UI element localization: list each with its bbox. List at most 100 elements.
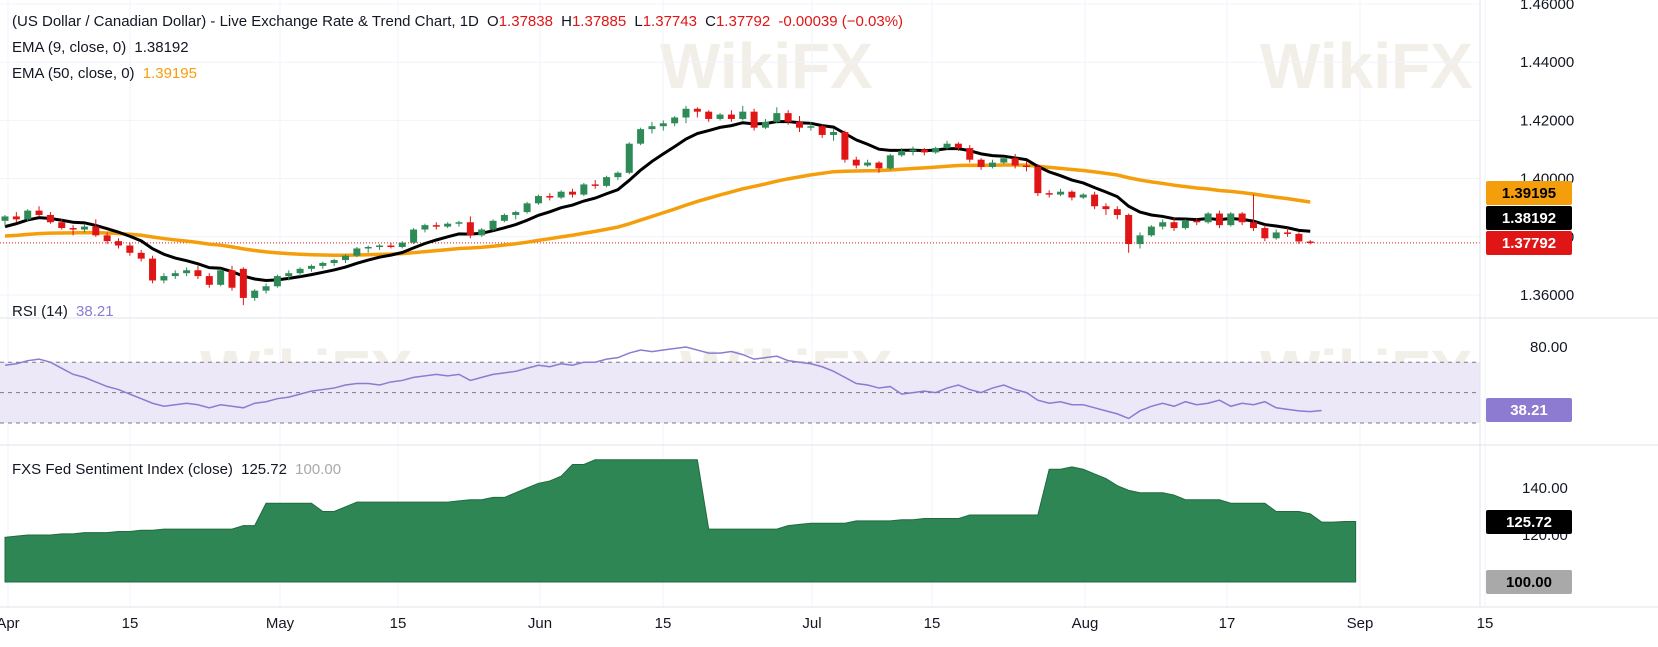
candle-body	[387, 245, 395, 248]
candle-body	[637, 129, 645, 144]
candle-body	[1250, 222, 1257, 229]
candle-body	[909, 149, 917, 151]
candle-body	[12, 216, 20, 220]
candle-body	[1057, 191, 1065, 195]
candle-body	[954, 143, 962, 149]
watermark-text: WikiFX	[1260, 30, 1473, 102]
ema9-label: EMA (9, close, 0)	[12, 39, 127, 56]
candle-body	[103, 235, 111, 242]
candle-body	[546, 196, 554, 198]
grid-lines	[0, 0, 1486, 607]
fxs-value-tag-bg	[1486, 510, 1572, 534]
candle-body	[1272, 232, 1280, 239]
candle-body	[1238, 213, 1246, 223]
candle-body	[46, 214, 54, 223]
ema9-price-tag: 1.38192	[1502, 210, 1556, 227]
candle-body	[194, 270, 202, 277]
candle-body	[580, 184, 588, 195]
candle-body	[534, 196, 542, 204]
candle-body	[943, 143, 951, 149]
ema9-line	[4, 120, 1311, 282]
candle-body	[205, 276, 213, 285]
price-legend: (US Dollar / Canadian Dollar) - Live Exc…	[12, 13, 907, 31]
candle-body	[569, 191, 576, 195]
candle-body	[1023, 165, 1030, 168]
price-axis-label: 1.44000	[1520, 54, 1574, 71]
candle-body	[682, 108, 690, 118]
candle-body	[262, 286, 270, 291]
candle-body	[988, 162, 996, 167]
candle-body	[171, 273, 179, 277]
candle-body	[659, 123, 667, 127]
candle-body	[1284, 232, 1292, 234]
fxs-value: 125.72	[241, 461, 287, 478]
candle-body	[285, 273, 293, 277]
candle-body	[807, 126, 815, 128]
candle-body	[307, 265, 315, 269]
candle-body	[217, 270, 225, 285]
wikifx-watermark: WikiFXWikiFXWikiFXWikiFXWikiFX	[200, 30, 1473, 409]
candle-body	[705, 111, 713, 119]
x-axis-label: May	[266, 615, 295, 632]
price-panel	[0, 105, 1480, 306]
candle-body	[478, 229, 486, 236]
candle-body	[716, 114, 724, 119]
price-tags: 1.39195 1.38192 1.37792 38.21 125.72 100.00	[1486, 181, 1572, 594]
candle-body	[977, 159, 985, 167]
candle-body	[1102, 206, 1110, 210]
pane-separators	[0, 0, 1658, 608]
candle-body	[35, 210, 43, 215]
candle-body	[671, 117, 679, 124]
candle-body	[353, 248, 361, 256]
candle-body	[512, 212, 520, 215]
ohlc-close: C1.37792	[705, 13, 771, 30]
symbol-title: (US Dollar / Canadian Dollar) - Live Exc…	[12, 13, 479, 30]
candle-body	[739, 111, 747, 119]
candle-body	[614, 172, 622, 178]
candle-body	[750, 111, 758, 128]
x-axis-label: 17	[1219, 615, 1236, 632]
last-price-tag-bg	[1486, 231, 1572, 255]
candle-body	[500, 214, 508, 221]
x-axis-label: Jun	[528, 615, 552, 632]
candle-body	[864, 162, 872, 166]
fxs-area	[4, 459, 1357, 583]
fxs-base-value: 100.00	[295, 461, 342, 478]
candle-body	[160, 276, 168, 281]
rsi-legend: RSI (14) 38.21	[12, 303, 118, 321]
rsi-value: 38.21	[76, 303, 114, 320]
candle-body	[115, 241, 122, 246]
ohlc-high: H1.37885	[561, 13, 627, 30]
x-axis-label: 15	[390, 615, 407, 632]
candle-body	[1306, 241, 1314, 244]
x-axis-label: Apr	[0, 615, 20, 632]
candle-body	[1091, 194, 1099, 207]
candle-body	[1215, 213, 1223, 226]
candle-body	[444, 223, 452, 227]
candle-body	[1, 216, 9, 221]
candle-body	[1079, 194, 1087, 198]
candle-body	[319, 262, 327, 266]
candle-body	[761, 121, 769, 128]
candle-body	[818, 126, 826, 135]
candle-body	[376, 245, 384, 248]
candle-body	[1147, 226, 1155, 236]
candle-body	[342, 255, 349, 261]
ema50-label: EMA (50, close, 0)	[12, 65, 135, 82]
last-price-tag: 1.37792	[1502, 235, 1556, 252]
candle-body	[273, 276, 281, 287]
x-axis-label: 15	[1477, 615, 1494, 632]
candle-body	[557, 191, 565, 198]
x-axis-label: 15	[655, 615, 672, 632]
candle-body	[1011, 158, 1019, 166]
fxs-value-tag: 125.72	[1506, 514, 1552, 531]
candle-body	[625, 143, 633, 173]
ohlc-low: L1.37743	[634, 13, 697, 30]
candle-body	[137, 252, 145, 259]
price-change: -0.00039 (−0.03%)	[778, 13, 904, 30]
watermark-text: WikiFX	[660, 30, 873, 102]
candle-body	[455, 222, 463, 224]
ema9-value: 1.38192	[134, 39, 189, 56]
candle-body	[69, 228, 77, 230]
rsi-value-tag-bg	[1486, 398, 1572, 422]
